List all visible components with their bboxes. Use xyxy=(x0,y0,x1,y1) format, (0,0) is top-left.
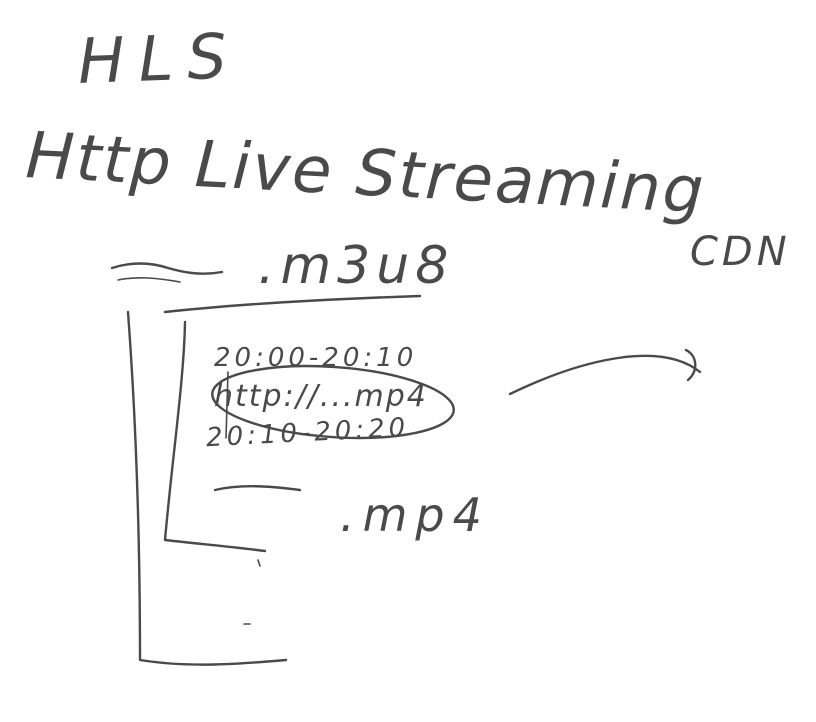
squiggle-stroke-m3u8 xyxy=(110,262,224,275)
segment-tick xyxy=(225,371,229,439)
arc-to-cdn xyxy=(508,354,702,396)
handwritten-segment-3-file: .mp4 xyxy=(340,488,490,542)
squiggle-stroke-m3u8-2 xyxy=(117,277,181,283)
handwritten-segment-1-range: 20:00-20:10 xyxy=(214,343,418,373)
handwritten-cdn-note: CDN xyxy=(690,229,791,275)
bracket-outer xyxy=(126,310,288,666)
bracket-inner xyxy=(163,320,267,553)
underline-m3u8 xyxy=(163,294,422,314)
small-mark-1 xyxy=(257,559,261,567)
circle-around-url xyxy=(211,364,455,440)
handwritten-playlist-file: .m3u8 xyxy=(258,236,455,296)
squiggle-stroke-mp4 xyxy=(213,485,302,492)
handwritten-segment-1-url: http://...mp4 xyxy=(214,379,428,414)
handwritten-title: HLS xyxy=(76,19,242,98)
arc-end xyxy=(684,348,697,382)
